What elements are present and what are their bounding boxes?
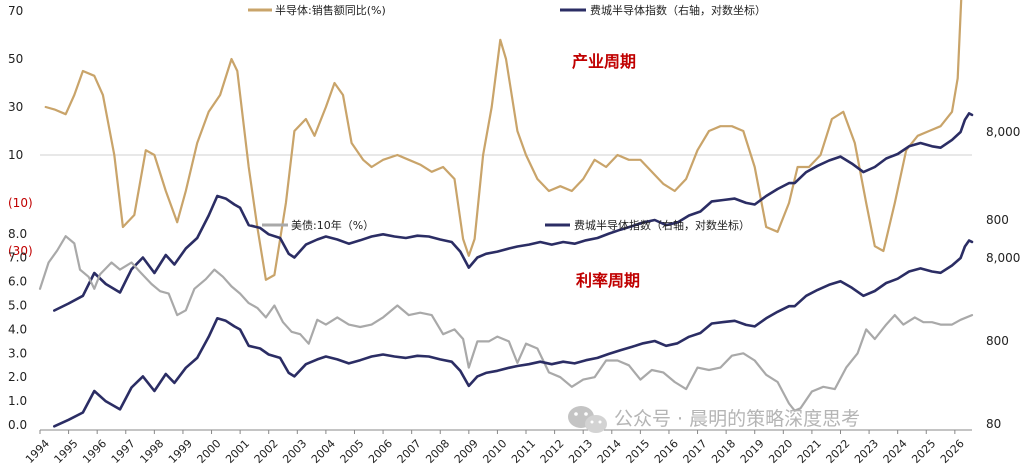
x-axis: 1994 1995 1996 1997 1998 1999 2000 2001 2002 2003… [23, 429, 972, 464]
legend-label-1: 半导体:销售额同比(%) [275, 3, 386, 17]
x-tick-label: 2022 [824, 437, 853, 464]
x-tick-label: 2024 [881, 437, 910, 464]
x-tick-label: 2019 [738, 437, 767, 464]
wechat-icon [568, 406, 607, 433]
y-left-tick-label: 2.0 [8, 370, 27, 384]
y-right-tick-label: 800 [986, 334, 1009, 348]
y-left-tick-label: (30) [8, 244, 33, 258]
y-right-tick-label: 80 [986, 417, 1001, 431]
y-left-tick-label: 3.0 [8, 346, 27, 360]
cycle-annotation: 产业周期 [572, 52, 636, 71]
x-tick-label: 2001 [223, 437, 252, 464]
y-left-tick-label: 5.0 [8, 299, 27, 313]
y-right-tick-label: 800 [986, 213, 1009, 227]
watermark: 公众号 · 晨明的策略深度思考 [568, 406, 860, 433]
y-left-tick-label: 4.0 [8, 322, 27, 336]
bottom-panel-rate-cycle: 8.0 7.0 6.0 5.0 4.0 3.0 2.0 1.0 0.0 8,000 800 80 美债:… [8, 218, 1020, 432]
series-line-1 [38, 235, 974, 412]
legend-label-2: 费城半导体指数（右轴，对数坐标） [574, 218, 750, 232]
cycle-annotation: 利率周期 [576, 271, 640, 290]
y-left-tick-label: 10 [8, 148, 23, 162]
top-panel-industry-cycle: 9070503010(10)(30)8,000800半导体:销售额同比(%)费城… [8, 0, 1020, 312]
x-tick-label: 1995 [52, 437, 81, 464]
x-tick-label: 1996 [80, 437, 109, 464]
x-tick-label: 1998 [137, 437, 166, 464]
legend-label-1: 美债:10年（%） [291, 218, 374, 232]
x-tick-label: 2012 [538, 437, 567, 464]
x-tick-label: 2011 [509, 437, 538, 464]
x-tick-label: 2000 [195, 437, 224, 464]
series-line-2 [53, 239, 974, 428]
x-tick-label: 2025 [909, 437, 938, 464]
legend-label-2: 费城半导体指数（右轴，对数坐标） [590, 3, 766, 17]
x-tick-label: 2013 [566, 437, 595, 464]
y-left-tick-label: 6.0 [8, 275, 27, 289]
y-left-tick-label: 7.0 [8, 251, 27, 265]
x-tick-label: 2010 [480, 437, 509, 464]
x-tick-label: 1997 [109, 437, 138, 464]
x-tick-label: 2016 [652, 437, 681, 464]
y-left-tick-label: 1.0 [8, 394, 27, 408]
x-tick-label: 2014 [595, 437, 624, 464]
x-tick-label: 2009 [452, 437, 481, 464]
x-tick-label: 1994 [23, 437, 52, 464]
x-tick-label: 2023 [852, 437, 881, 464]
y-right-tick-label: 8,000 [986, 125, 1020, 139]
x-tick-label: 2026 [938, 437, 967, 464]
watermark-text: 公众号 · 晨明的策略深度思考 [614, 408, 860, 430]
x-tick-label: 2003 [280, 437, 309, 464]
x-tick-label: 2021 [795, 437, 824, 464]
y-left-tick-label: 50 [8, 52, 23, 66]
series-line-1 [44, 0, 963, 281]
y-left-tick-label: 0.0 [8, 418, 27, 432]
x-tick-label: 2006 [366, 437, 395, 464]
y-left-tick-label: 70 [8, 4, 23, 18]
y-right-tick-label: 8,000 [986, 251, 1020, 265]
x-tick-label: 2015 [623, 437, 652, 464]
x-tick-label: 2008 [423, 437, 452, 464]
x-tick-label: 2017 [681, 437, 710, 464]
y-left-tick-label: (10) [8, 196, 33, 210]
x-tick-label: 2018 [709, 437, 738, 464]
y-left-tick-label: 30 [8, 100, 23, 114]
x-tick-label: 2004 [309, 437, 338, 464]
x-tick-label: 1999 [166, 437, 195, 464]
x-tick-label: 2005 [338, 437, 367, 464]
y-left-tick-label: 8.0 [8, 227, 27, 241]
x-tick-label: 2002 [252, 437, 281, 464]
series-line-2 [53, 112, 974, 312]
x-tick-label: 2007 [395, 437, 424, 464]
x-tick-label: 2020 [766, 437, 795, 464]
